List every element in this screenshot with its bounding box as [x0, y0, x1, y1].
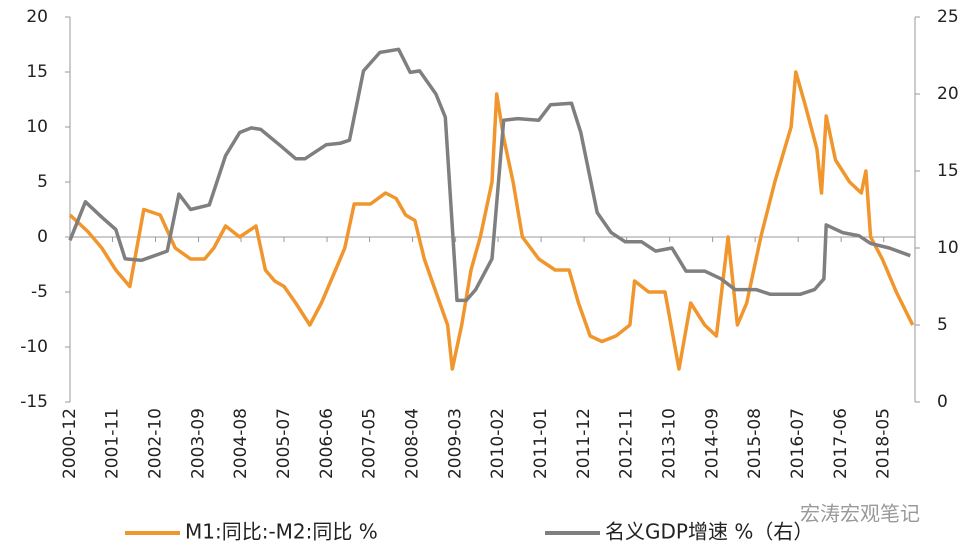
x-tick-label: 2005-07: [274, 408, 294, 479]
x-tick-label: 2004-08: [231, 408, 251, 479]
y2-tick-label: 15: [937, 161, 959, 181]
x-tick-label: 2010-02: [488, 408, 508, 479]
x-tick-label: 2007-05: [360, 408, 380, 479]
y-tick-label: 0: [37, 227, 48, 247]
y2-tick-label: 5: [937, 315, 948, 335]
x-tick-label: 2003-09: [189, 408, 209, 479]
series-line: [68, 70, 915, 371]
x-tick-label: 2008-04: [403, 408, 423, 479]
x-tick-label: 2013-10: [660, 408, 680, 479]
x-tick-label: 2006-06: [317, 408, 337, 479]
y-tick-label: 10: [26, 117, 48, 137]
legend-label: M1:同比:-M2:同比 %: [185, 520, 378, 544]
y2-tick-label: 25: [937, 7, 959, 27]
x-tick-label: 2018-05: [874, 408, 894, 479]
x-tick-label: 2015-08: [745, 408, 765, 479]
y-tick-label: -10: [20, 337, 48, 357]
x-tick-label: 2017-06: [831, 408, 851, 479]
y-tick-label: 5: [37, 172, 48, 192]
y2-tick-label: 20: [937, 84, 959, 104]
y-tick-label: -5: [31, 282, 48, 302]
x-tick-label: 2014-09: [703, 408, 723, 479]
y2-tick-label: 0: [937, 392, 948, 412]
x-tick-label: 2000-12: [60, 408, 80, 479]
x-tick-label: 2009-03: [446, 408, 466, 479]
y2-tick-label: 10: [937, 238, 959, 258]
watermark: 宏涛宏观笔记: [800, 502, 920, 526]
series-line: [68, 47, 911, 303]
legend-label: 名义GDP增速 %（右）: [605, 520, 813, 544]
y-tick-label: 15: [26, 62, 48, 82]
x-tick-label: 2012-11: [617, 408, 637, 479]
y-tick-label: 20: [26, 7, 48, 27]
x-tick-label: 2016-07: [788, 408, 808, 479]
y-tick-label: -15: [20, 392, 48, 412]
x-tick-label: 2001-11: [103, 408, 123, 479]
x-tick-label: 2002-10: [146, 408, 166, 479]
x-tick-label: 2011-01: [531, 408, 551, 479]
x-tick-label: 2011-12: [574, 408, 594, 479]
